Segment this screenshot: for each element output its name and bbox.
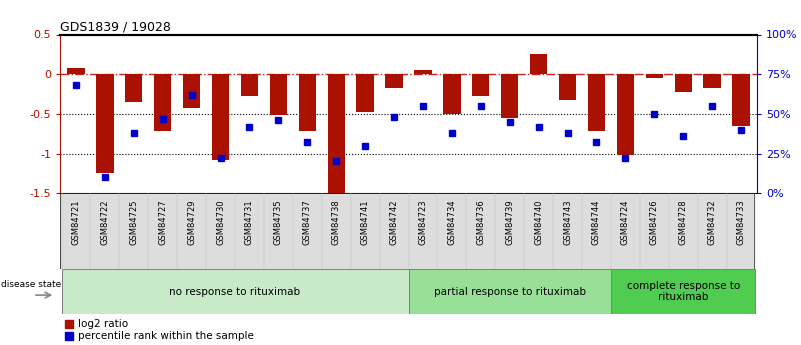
Bar bbox=[646, 74, 663, 78]
Text: GSM84733: GSM84733 bbox=[737, 199, 746, 245]
Bar bbox=[154, 74, 171, 131]
Bar bbox=[443, 74, 461, 114]
Bar bbox=[356, 74, 374, 112]
Bar bbox=[183, 74, 200, 108]
Text: GSM84721: GSM84721 bbox=[71, 199, 80, 245]
Text: GSM84742: GSM84742 bbox=[389, 199, 399, 245]
Text: GSM84740: GSM84740 bbox=[534, 199, 543, 245]
Text: GSM84738: GSM84738 bbox=[332, 199, 340, 245]
Bar bbox=[530, 55, 547, 74]
Bar bbox=[270, 74, 287, 116]
Bar bbox=[241, 74, 258, 96]
Text: GSM84723: GSM84723 bbox=[418, 199, 428, 245]
Text: GSM84726: GSM84726 bbox=[650, 199, 658, 245]
Text: complete response to
rituximab: complete response to rituximab bbox=[626, 281, 740, 302]
Text: GDS1839 / 19028: GDS1839 / 19028 bbox=[60, 20, 171, 33]
Bar bbox=[67, 68, 85, 74]
Text: GSM84729: GSM84729 bbox=[187, 199, 196, 245]
Bar bbox=[559, 74, 576, 100]
Bar bbox=[125, 74, 143, 102]
Bar bbox=[472, 74, 489, 96]
Bar bbox=[62, 269, 409, 314]
Bar bbox=[385, 74, 403, 88]
Legend: log2 ratio, percentile rank within the sample: log2 ratio, percentile rank within the s… bbox=[66, 319, 254, 341]
Text: GSM84727: GSM84727 bbox=[159, 199, 167, 245]
Bar bbox=[703, 74, 721, 88]
Text: GSM84743: GSM84743 bbox=[563, 199, 572, 245]
Text: GSM84737: GSM84737 bbox=[303, 199, 312, 245]
Bar bbox=[328, 74, 345, 193]
Text: partial response to rituximab: partial response to rituximab bbox=[433, 287, 586, 296]
Bar bbox=[501, 74, 518, 118]
Text: GSM84741: GSM84741 bbox=[360, 199, 369, 245]
Bar bbox=[674, 74, 692, 92]
Bar bbox=[617, 74, 634, 155]
Text: GSM84724: GSM84724 bbox=[621, 199, 630, 245]
Bar bbox=[588, 74, 605, 131]
Text: GSM84734: GSM84734 bbox=[448, 199, 457, 245]
Bar bbox=[611, 269, 755, 314]
Text: GSM84725: GSM84725 bbox=[129, 199, 139, 245]
Text: GSM84722: GSM84722 bbox=[100, 199, 110, 245]
Text: no response to rituximab: no response to rituximab bbox=[170, 287, 300, 296]
Bar bbox=[409, 269, 611, 314]
Text: GSM84731: GSM84731 bbox=[245, 199, 254, 245]
Text: GSM84732: GSM84732 bbox=[707, 199, 717, 245]
Text: GSM84739: GSM84739 bbox=[505, 199, 514, 245]
Bar bbox=[732, 74, 750, 126]
Bar bbox=[96, 74, 114, 173]
Text: GSM84728: GSM84728 bbox=[678, 199, 688, 245]
Text: GSM84735: GSM84735 bbox=[274, 199, 283, 245]
Bar bbox=[299, 74, 316, 131]
Text: disease state: disease state bbox=[2, 280, 62, 289]
Text: GSM84744: GSM84744 bbox=[592, 199, 601, 245]
Bar bbox=[414, 70, 432, 74]
Text: GSM84730: GSM84730 bbox=[216, 199, 225, 245]
Bar bbox=[212, 74, 229, 160]
Text: GSM84736: GSM84736 bbox=[477, 199, 485, 245]
